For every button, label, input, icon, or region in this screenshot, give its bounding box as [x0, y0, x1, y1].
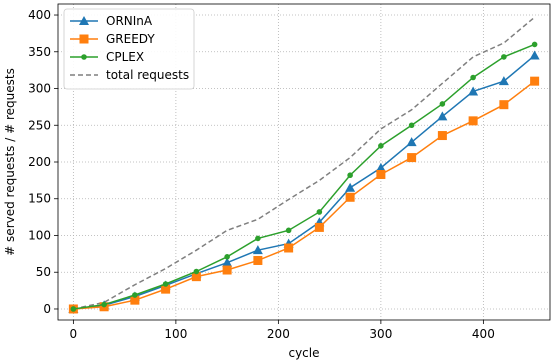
legend-marker: [79, 16, 89, 25]
y-tick-label: 100: [28, 228, 51, 242]
data-point-greedy: [376, 169, 386, 179]
data-point-greedy: [468, 116, 478, 126]
data-point-greedy: [222, 265, 232, 275]
data-point-cplex: [501, 54, 507, 60]
legend-item-greedy: GREEDY: [70, 32, 155, 46]
x-tick-label: 200: [267, 327, 290, 341]
data-point-ornina: [468, 86, 479, 96]
data-point-cplex: [255, 235, 261, 242]
y-tick-label: 400: [28, 8, 51, 22]
data-point-ornina: [437, 111, 448, 121]
legend-item-total-requests: total requests: [70, 68, 189, 82]
series-line-total-requests: [73, 16, 536, 310]
legend-label: GREEDY: [106, 32, 155, 46]
data-point-cplex: [285, 227, 292, 234]
y-tick-label: 350: [28, 45, 51, 59]
y-tick-label: 250: [28, 118, 51, 132]
data-point-cplex: [162, 281, 169, 287]
y-tick-label: 300: [28, 82, 51, 96]
y-tick-label: 150: [28, 192, 51, 206]
x-axis: 0 100 200 300 400: [70, 320, 495, 341]
legend-label: CPLEX: [106, 50, 144, 64]
x-tick-label: 300: [369, 327, 392, 341]
data-point-ornina: [222, 257, 233, 267]
series-ornina: [68, 50, 540, 313]
data-point-cplex: [70, 306, 77, 312]
data-point-cplex: [408, 122, 415, 129]
x-tick-label: 0: [70, 327, 78, 341]
series-cplex: [70, 41, 538, 312]
data-point-cplex: [316, 209, 323, 215]
y-tick-label: 50: [36, 265, 51, 279]
x-axis-label: cycle: [288, 346, 319, 360]
data-point-greedy: [161, 284, 171, 294]
legend: ORNInA GREEDY CPLEX total requests: [63, 8, 195, 90]
x-tick-label: 100: [164, 327, 187, 341]
data-point-ornina: [406, 137, 417, 147]
data-point-cplex: [439, 101, 446, 107]
data-point-cplex: [347, 172, 353, 179]
data-point-cplex: [132, 292, 138, 298]
data-point-cplex: [193, 268, 200, 275]
data-point-cplex: [101, 301, 107, 308]
data-point-greedy: [530, 76, 540, 86]
data-point-cplex: [470, 74, 476, 81]
data-point-ornina: [498, 76, 509, 86]
legend-box: [63, 8, 195, 90]
data-point-cplex: [531, 41, 538, 48]
series-group: [68, 16, 540, 314]
data-point-ornina: [252, 245, 263, 255]
series-greedy: [68, 76, 540, 314]
legend-item-ornina: ORNInA: [70, 14, 153, 28]
data-point-ornina: [529, 50, 540, 60]
data-point-greedy: [345, 192, 355, 202]
series-line-cplex: [73, 43, 535, 310]
data-point-cplex: [224, 253, 230, 260]
x-tick-label: 400: [472, 327, 495, 341]
y-axis: 0 50 100 150 200 250 300 350 400: [28, 8, 58, 316]
data-point-greedy: [284, 243, 294, 253]
y-tick-label: 0: [43, 302, 51, 316]
data-point-greedy: [437, 131, 447, 141]
legend-label: total requests: [106, 68, 189, 82]
legend-item-cplex: CPLEX: [70, 50, 144, 64]
series-total-requests: [73, 16, 536, 310]
data-point-greedy: [499, 100, 509, 110]
legend-marker: [81, 54, 87, 60]
y-axis-label: # served requests / # requests: [3, 68, 17, 256]
series-line-ornina: [73, 54, 536, 310]
series-line-greedy: [73, 80, 536, 310]
y-tick-label: 200: [28, 155, 51, 169]
legend-marker: [79, 34, 89, 44]
data-point-cplex: [378, 143, 384, 149]
data-point-greedy: [191, 272, 201, 282]
data-point-greedy: [253, 255, 263, 265]
data-point-ornina: [345, 182, 356, 192]
data-point-greedy: [314, 222, 324, 232]
data-point-ornina: [375, 162, 386, 172]
data-point-greedy: [407, 153, 417, 163]
data-point-greedy: [130, 295, 140, 305]
legend-label: ORNInA: [106, 14, 153, 28]
